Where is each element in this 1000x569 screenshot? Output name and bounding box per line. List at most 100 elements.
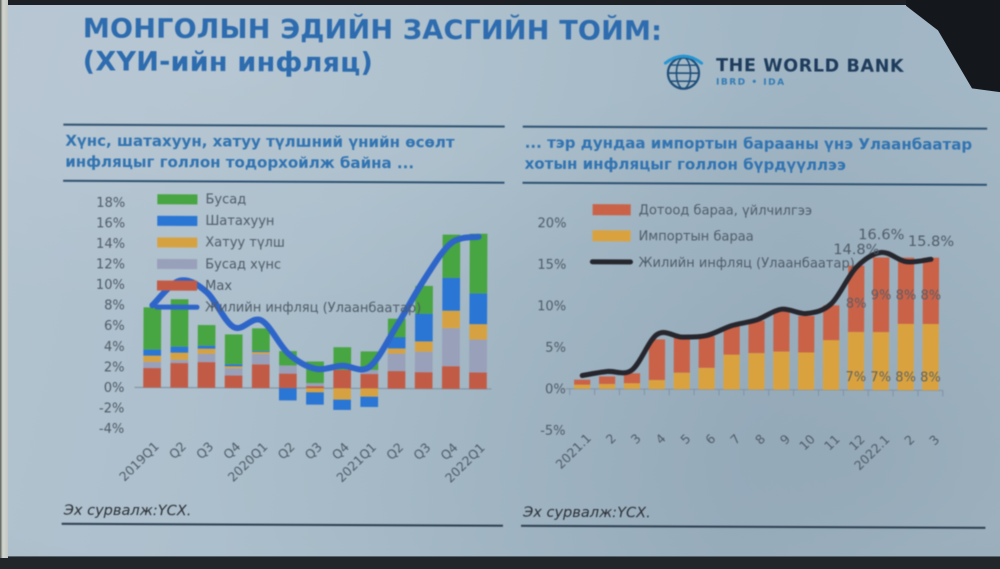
legend-swatch: [157, 258, 198, 270]
bar-segment: [773, 351, 790, 390]
world-bank-wordmark: THE WORLD BANK IBRD • IDA: [716, 56, 904, 88]
svg-text:3: 3: [628, 431, 644, 447]
right-chart: 20%15%10%5%0%-5%2021.1 2 3 4 5 6 7 8 9 10 11 122022…: [537, 203, 954, 473]
photo-edge-top: [0, 0, 1000, 5]
svg-text:16.6%: 16.6%: [858, 227, 904, 243]
charts-row: Хүнс, шатахуун, хатуу түлшний үнийн өсөл…: [0, 123, 1000, 529]
svg-text:Q2: Q2: [166, 439, 189, 462]
bar-segment: [414, 351, 433, 373]
bar-segment: [897, 323, 914, 391]
svg-text:7%: 7%: [870, 370, 891, 385]
left-chart-source: Эх сурвалж:ҮСХ.: [61, 500, 504, 527]
bar-segment: [773, 310, 790, 352]
bar-segment: [897, 257, 915, 324]
bar-segment: [197, 362, 216, 388]
world-bank-logo: THE WORLD BANK IBRD • IDA: [661, 48, 904, 95]
x-axis-ticks: [569, 388, 944, 397]
bar-segment: [251, 354, 270, 365]
right-chart-title: ... тэр дундаа импортын барааны үнэ Улаа…: [522, 125, 988, 186]
bar-labels: 8%9% 8% 8%: [846, 289, 941, 312]
legend-swatch: [592, 230, 631, 242]
legend-swatch: [157, 215, 198, 227]
bar-segment: [143, 307, 162, 350]
bar-segment: [306, 383, 324, 387]
bar-segment: [872, 332, 890, 391]
inflation-line: [149, 233, 482, 373]
bar-segment: [872, 257, 890, 333]
bar-segment: [648, 339, 666, 381]
bar-segment: [673, 372, 690, 390]
svg-text:Жилийн инфляц (Улаанбаатар): Жилийн инфляц (Улаанбаатар): [205, 300, 421, 316]
bar-segment: [415, 313, 433, 342]
bar-segment: [306, 392, 324, 405]
bar-segment: [698, 336, 715, 368]
bar-segment: [847, 265, 865, 332]
bar-segment: [252, 328, 270, 352]
bar-segment: [251, 351, 270, 355]
svg-text:9%: 9%: [871, 289, 892, 304]
svg-text:Импортын бараа: Импортын бараа: [639, 229, 754, 245]
bars: [143, 233, 488, 410]
svg-text:15%: 15%: [537, 258, 566, 273]
bar-segment: [623, 383, 641, 390]
bar-segment: [306, 386, 324, 389]
svg-text:5: 5: [677, 431, 693, 447]
right-chart-source: Эх сурвалж:ҮСХ.: [521, 502, 986, 529]
bar-segment: [224, 368, 243, 376]
bar-segment: [170, 359, 189, 363]
svg-text:14.8%: 14.8%: [833, 242, 879, 258]
bar-segment: [143, 355, 162, 362]
bar-segment: [469, 372, 487, 389]
bar-segment: [574, 379, 591, 385]
svg-text:8: 8: [752, 431, 768, 447]
bar-segment: [414, 372, 433, 389]
page-title-line2: (ХҮИ-ийн инфляц): [82, 46, 374, 79]
bar-segment: [748, 320, 765, 354]
legend-swatch: [592, 204, 631, 216]
svg-text:3: 3: [926, 432, 942, 448]
bar-segment: [387, 371, 406, 389]
bar-segment: [469, 339, 487, 373]
bar-segment: [847, 331, 865, 391]
svg-text:6: 6: [702, 431, 718, 447]
bar-segment: [442, 328, 460, 367]
bar-segment: [224, 375, 243, 388]
bar-segment: [279, 373, 297, 389]
svg-text:8%: 8%: [104, 299, 125, 314]
svg-text:Q3: Q3: [302, 439, 325, 462]
bar-segment: [723, 326, 740, 355]
world-bank-name: THE WORLD BANK: [716, 55, 905, 77]
bar-segment: [224, 334, 243, 365]
svg-text:-4%: -4%: [99, 422, 124, 437]
bar-segment: [469, 293, 488, 325]
svg-text:4%: 4%: [104, 340, 125, 355]
bar-segment: [279, 365, 297, 374]
legend-swatch: [157, 237, 198, 248]
bar-segment: [252, 350, 270, 353]
svg-text:-5%: -5%: [540, 424, 565, 439]
bar-segment: [278, 388, 297, 401]
svg-text:8%: 8%: [920, 289, 941, 304]
bar-segment: [170, 346, 189, 353]
bar-segment: [224, 366, 243, 369]
svg-text:Мах: Мах: [205, 279, 232, 294]
svg-text:7%: 7%: [846, 370, 867, 385]
bar-segment: [823, 305, 840, 341]
svg-text:4: 4: [653, 431, 669, 447]
y-axis-labels: 20% 15% 10% 5% 0% -5%: [537, 216, 566, 439]
photo-edge-bottom: [0, 556, 1000, 569]
bar-segment: [822, 340, 840, 390]
svg-text:8%: 8%: [920, 370, 941, 385]
svg-text:2019Q1: 2019Q1: [116, 438, 162, 484]
svg-text:10%: 10%: [96, 278, 125, 293]
svg-text:Бусад хүнс: Бусад хүнс: [205, 257, 281, 272]
svg-text:20%: 20%: [537, 216, 566, 231]
bar-segment: [333, 399, 351, 410]
bar-segment: [306, 388, 324, 393]
bar-segment: [469, 233, 488, 294]
svg-text:15.8%: 15.8%: [908, 234, 954, 250]
bar-segment: [469, 324, 488, 340]
bar-segment: [333, 369, 352, 389]
